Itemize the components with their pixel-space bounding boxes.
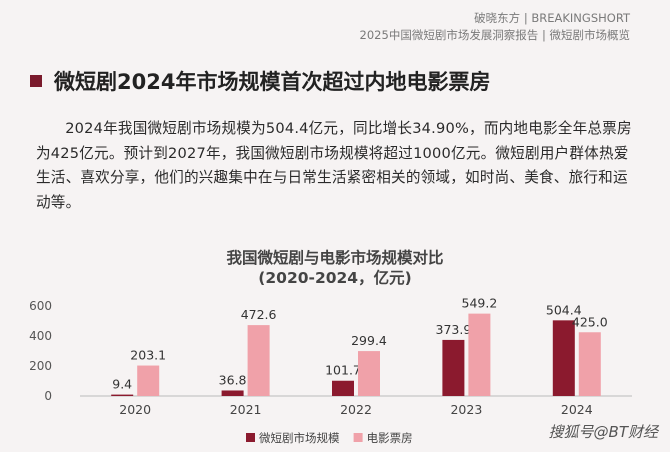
- watermark: 搜狐号@BT财经: [548, 423, 658, 441]
- data-label: 299.4: [351, 333, 387, 348]
- bar-box-office: [578, 332, 601, 396]
- bar-box-office: [468, 313, 491, 396]
- legend-swatch: [353, 433, 363, 442]
- data-label: 472.6: [241, 307, 277, 322]
- chart-title: 我国微短剧与电影市场规模对比: [226, 249, 444, 267]
- data-label: 36.8: [219, 372, 247, 387]
- bar-box-office: [358, 351, 380, 396]
- y-tick-label: 400: [29, 329, 52, 343]
- data-label: 373.9: [436, 322, 472, 337]
- data-label: 549.2: [462, 296, 498, 311]
- x-tick-label: 2023: [450, 402, 482, 417]
- legend-label: 微短剧市场规模: [259, 431, 340, 445]
- legend-swatch: [246, 433, 255, 442]
- bar-box-office: [247, 325, 270, 396]
- chart-subtitle: (2020-2024，亿元): [258, 269, 412, 287]
- bar-short-drama: [111, 394, 134, 396]
- x-tick-label: 2022: [340, 402, 372, 417]
- brand-line: 破晓东方 | BREAKINGSHORT: [474, 11, 630, 25]
- x-tick-label: 2024: [561, 402, 593, 417]
- x-tick-label: 2020: [119, 402, 151, 417]
- y-tick-label: 0: [44, 389, 52, 403]
- data-label: 203.1: [130, 348, 166, 363]
- slide-title-row: 微短剧2024年市场规模首次超过内地电影票房: [30, 66, 490, 96]
- slide-title: 微短剧2024年市场规模首次超过内地电影票房: [54, 70, 491, 94]
- bar-box-office: [137, 365, 160, 396]
- title-square-icon: [30, 75, 42, 87]
- data-label: 425.0: [572, 314, 608, 329]
- bar-short-drama: [221, 390, 244, 396]
- report-header: 破晓东方 | BREAKINGSHORT 2025中国微短剧市场发展洞察报告 |…: [360, 10, 630, 44]
- bar-short-drama: [442, 339, 465, 396]
- y-tick-label: 200: [29, 359, 52, 373]
- bar-short-drama: [552, 320, 575, 396]
- data-label: 101.7: [325, 363, 361, 378]
- data-label: 504.4: [546, 302, 582, 317]
- data-label: 9.4: [112, 377, 132, 392]
- y-tick-label: 600: [29, 299, 52, 313]
- legend-label: 电影票房: [367, 431, 413, 445]
- bar-short-drama: [332, 380, 354, 396]
- report-subtitle: 2025中国微短剧市场发展洞察报告 | 微短剧市场概览: [359, 28, 630, 42]
- x-tick-label: 2021: [230, 402, 262, 417]
- summary-paragraph: 2024年我国微短剧市场规模为504.4亿元，同比增长34.90%，而内地电影全…: [36, 120, 632, 211]
